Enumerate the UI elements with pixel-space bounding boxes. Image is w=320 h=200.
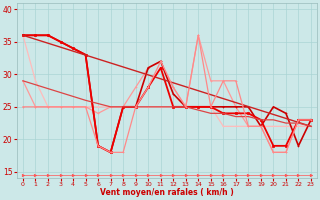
- X-axis label: Vent moyen/en rafales ( km/h ): Vent moyen/en rafales ( km/h ): [100, 188, 234, 197]
